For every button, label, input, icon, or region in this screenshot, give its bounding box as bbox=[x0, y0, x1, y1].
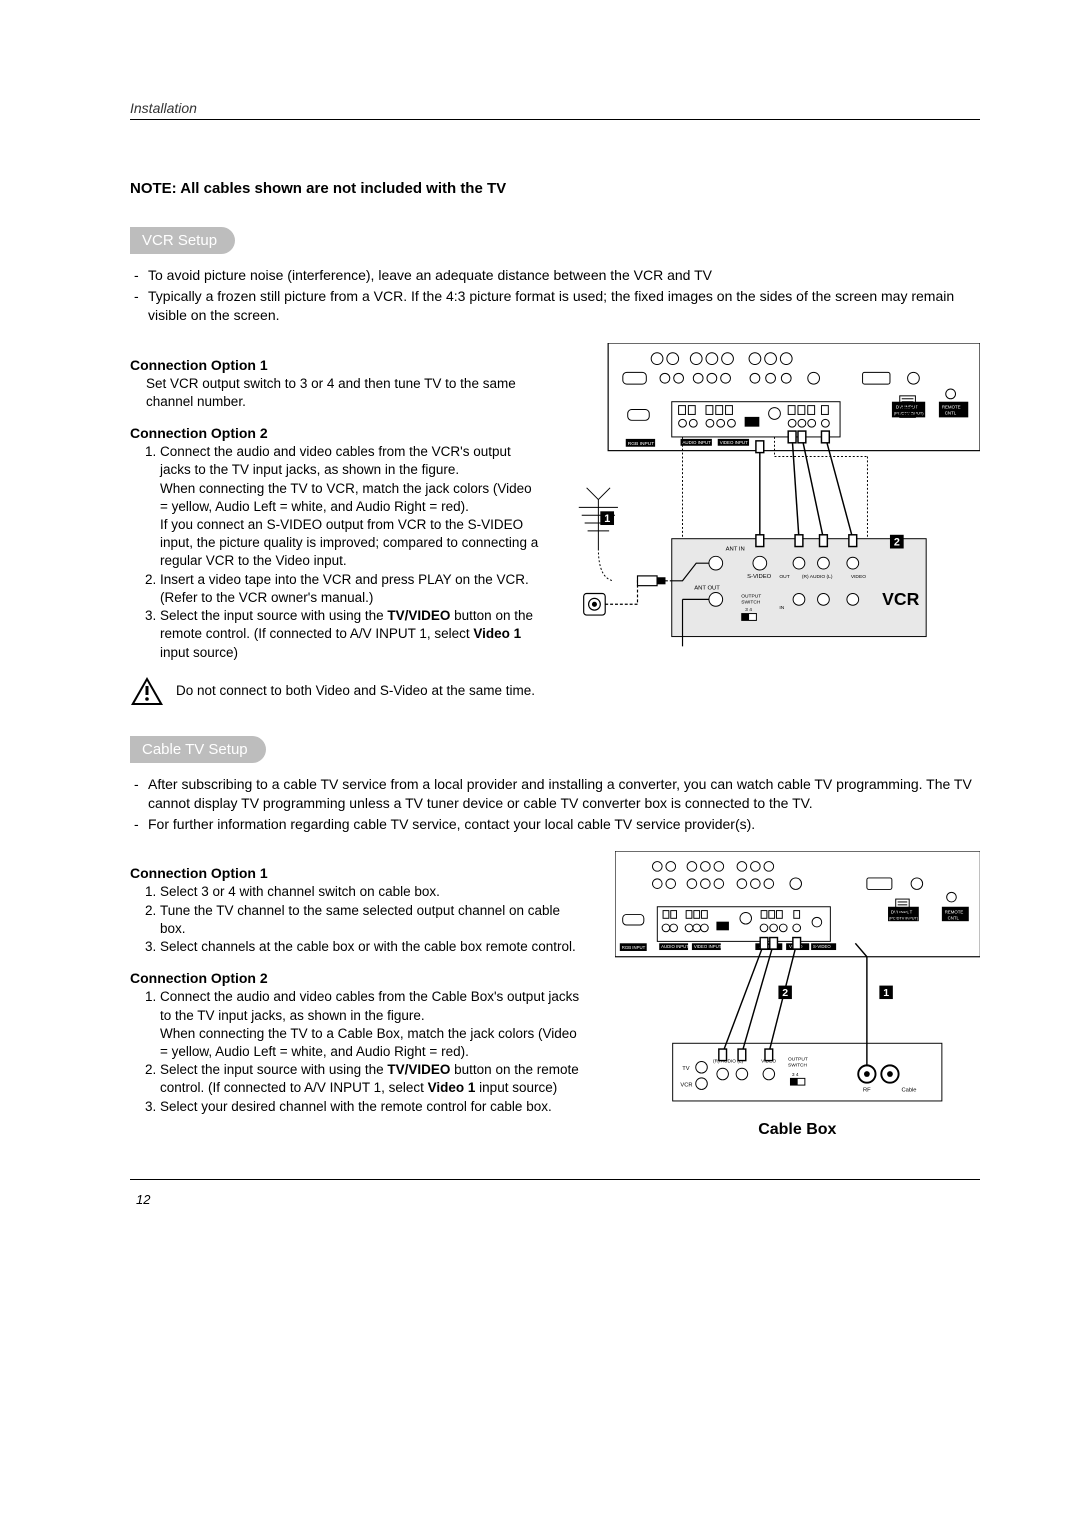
svg-text:S-VIDEO: S-VIDEO bbox=[747, 574, 772, 580]
vcr-opt2-list: Connect the audio and video cables from … bbox=[130, 443, 541, 662]
svg-text:Cable: Cable bbox=[901, 1088, 916, 1094]
svg-text:VIDEO INPUT: VIDEO INPUT bbox=[720, 439, 748, 444]
step-text: Select the input source with using the bbox=[160, 608, 387, 623]
svg-text:TV: TV bbox=[682, 1067, 690, 1073]
svg-text:ANT IN: ANT IN bbox=[726, 546, 745, 552]
list-item: Select the input source with using the T… bbox=[160, 1061, 587, 1097]
svg-text:1: 1 bbox=[604, 513, 610, 525]
list-item: Tune the TV channel to the same selected… bbox=[160, 902, 587, 938]
list-item: Typically a frozen still picture from a … bbox=[148, 287, 980, 325]
svg-text:RGB INPUT: RGB INPUT bbox=[628, 440, 655, 446]
bold-text: Video 1 bbox=[428, 1080, 476, 1095]
svg-text:VIDEO: VIDEO bbox=[851, 574, 866, 580]
cable-notes-list: After subscribing to a cable TV service … bbox=[130, 775, 980, 834]
connection-option-1-text: Set VCR output switch to 3 or 4 and then… bbox=[130, 375, 541, 411]
vcr-connection-diagram: RGB INPUT RGB INPUT AUDIO INPUT VIDEO IN… bbox=[569, 343, 980, 676]
cable-diagram-column: RGB INPUT AUDIO INPUT VIDEO INPUT AUDIO … bbox=[615, 851, 980, 1138]
cable-opt2-list: Connect the audio and video cables from … bbox=[130, 988, 587, 1116]
header-rule bbox=[130, 119, 980, 120]
step-text: input source) bbox=[475, 1080, 557, 1095]
spacer bbox=[130, 706, 980, 736]
step-text: Connect the audio and video cables from … bbox=[160, 444, 511, 477]
footer-rule bbox=[130, 1179, 980, 1180]
svg-text:3 4: 3 4 bbox=[792, 1072, 799, 1078]
warning-text: Do not connect to both Video and S-Video… bbox=[176, 682, 535, 700]
vcr-label: VCR bbox=[882, 589, 919, 609]
manual-page: Installation NOTE: All cables shown are … bbox=[0, 0, 1080, 1267]
step-text: Connect the audio and video cables from … bbox=[160, 989, 579, 1022]
svg-text:2: 2 bbox=[782, 988, 788, 1000]
cable-opt1-list: Select 3 or 4 with channel switch on cab… bbox=[130, 883, 587, 956]
cable-option-2-heading: Connection Option 2 bbox=[130, 970, 587, 986]
list-item: Select the input source with using the T… bbox=[160, 607, 541, 662]
svg-text:OUTPUT: OUTPUT bbox=[741, 593, 761, 599]
cable-box-connection-diagram: RGB INPUT AUDIO INPUT VIDEO INPUT AUDIO … bbox=[615, 851, 980, 1120]
list-item: Connect the audio and video cables from … bbox=[160, 988, 587, 1061]
svg-text:SWITCH: SWITCH bbox=[788, 1063, 807, 1069]
svg-text:(R) AUDIO (L): (R) AUDIO (L) bbox=[802, 574, 833, 580]
bold-text: TV/VIDEO bbox=[387, 608, 450, 623]
connection-option-2-heading: Connection Option 2 bbox=[130, 425, 541, 441]
svg-text:REMOTE: REMOTE bbox=[944, 910, 963, 915]
warning-icon bbox=[130, 676, 164, 706]
vcr-text-column: Connection Option 1 Set VCR output switc… bbox=[130, 343, 541, 706]
svg-text:OUT: OUT bbox=[779, 574, 789, 580]
step-text: When connecting the TV to VCR, match the… bbox=[160, 480, 541, 516]
svg-text:(PC/DTV INPUT): (PC/DTV INPUT) bbox=[889, 917, 919, 921]
list-item: After subscribing to a cable TV service … bbox=[148, 775, 980, 813]
step-text: If you connect an S-VIDEO output from VC… bbox=[160, 516, 541, 571]
vcr-columns: Connection Option 1 Set VCR output switc… bbox=[130, 343, 980, 706]
step-text: When connecting the TV to a Cable Box, m… bbox=[160, 1025, 587, 1061]
svg-text:RF: RF bbox=[863, 1088, 871, 1094]
svg-text:1: 1 bbox=[883, 988, 889, 1000]
svg-text:AUDIO INPUT: AUDIO INPUT bbox=[683, 439, 712, 444]
connection-option-1-heading: Connection Option 1 bbox=[130, 357, 541, 373]
bold-text: Video 1 bbox=[473, 626, 521, 641]
svg-text:ANT OUT: ANT OUT bbox=[694, 585, 720, 591]
svg-text:VIDEO INPUT: VIDEO INPUT bbox=[694, 945, 722, 950]
list-item: For further information regarding cable … bbox=[148, 815, 980, 834]
svg-text:VCR: VCR bbox=[680, 1083, 692, 1089]
vcr-notes-list: To avoid picture noise (interference), l… bbox=[130, 266, 980, 325]
svg-text:(PC/DTV INPUT): (PC/DTV INPUT) bbox=[894, 410, 924, 415]
page-number: 12 bbox=[130, 1192, 980, 1207]
cable-tv-setup-pill: Cable TV Setup bbox=[130, 736, 266, 763]
svg-text:AUDIO INPUT: AUDIO INPUT bbox=[661, 945, 689, 950]
cable-option-1-heading: Connection Option 1 bbox=[130, 865, 587, 881]
warning-row: Do not connect to both Video and S-Video… bbox=[130, 676, 541, 706]
svg-text:3 4: 3 4 bbox=[745, 607, 752, 613]
svg-text:CNTL: CNTL bbox=[945, 410, 957, 415]
vcr-setup-pill: VCR Setup bbox=[130, 227, 235, 254]
svg-text:S-VIDEO: S-VIDEO bbox=[813, 945, 831, 950]
step-text: Select the input source with using the bbox=[160, 1062, 387, 1077]
svg-text:OUTPUT: OUTPUT bbox=[788, 1057, 808, 1063]
svg-text:SWITCH: SWITCH bbox=[741, 599, 761, 605]
list-item: Select channels at the cable box or with… bbox=[160, 938, 587, 956]
section-header: Installation bbox=[130, 100, 980, 116]
list-item: Select 3 or 4 with channel switch on cab… bbox=[160, 883, 587, 901]
list-item: Select your desired channel with the rem… bbox=[160, 1098, 587, 1116]
vcr-diagram-column: RGB INPUT RGB INPUT AUDIO INPUT VIDEO IN… bbox=[569, 343, 980, 706]
svg-text:2: 2 bbox=[894, 536, 900, 548]
svg-text:RGB INPUT: RGB INPUT bbox=[621, 945, 645, 950]
note-heading: NOTE: All cables shown are not included … bbox=[130, 180, 980, 197]
step-text: input source) bbox=[160, 645, 238, 660]
svg-text:DVI INPUT: DVI INPUT bbox=[896, 404, 918, 409]
svg-text:REMOTE: REMOTE bbox=[942, 404, 961, 409]
bold-text: TV/VIDEO bbox=[387, 1062, 450, 1077]
cable-box-label: Cable Box bbox=[615, 1121, 980, 1139]
list-item: Connect the audio and video cables from … bbox=[160, 443, 541, 571]
svg-text:CNTL: CNTL bbox=[947, 916, 959, 921]
list-item: To avoid picture noise (interference), l… bbox=[148, 266, 980, 285]
list-item: Insert a video tape into the VCR and pre… bbox=[160, 571, 541, 607]
svg-text:IN: IN bbox=[779, 605, 784, 611]
cable-text-column: Connection Option 1 Select 3 or 4 with c… bbox=[130, 851, 587, 1138]
cable-columns: Connection Option 1 Select 3 or 4 with c… bbox=[130, 851, 980, 1138]
